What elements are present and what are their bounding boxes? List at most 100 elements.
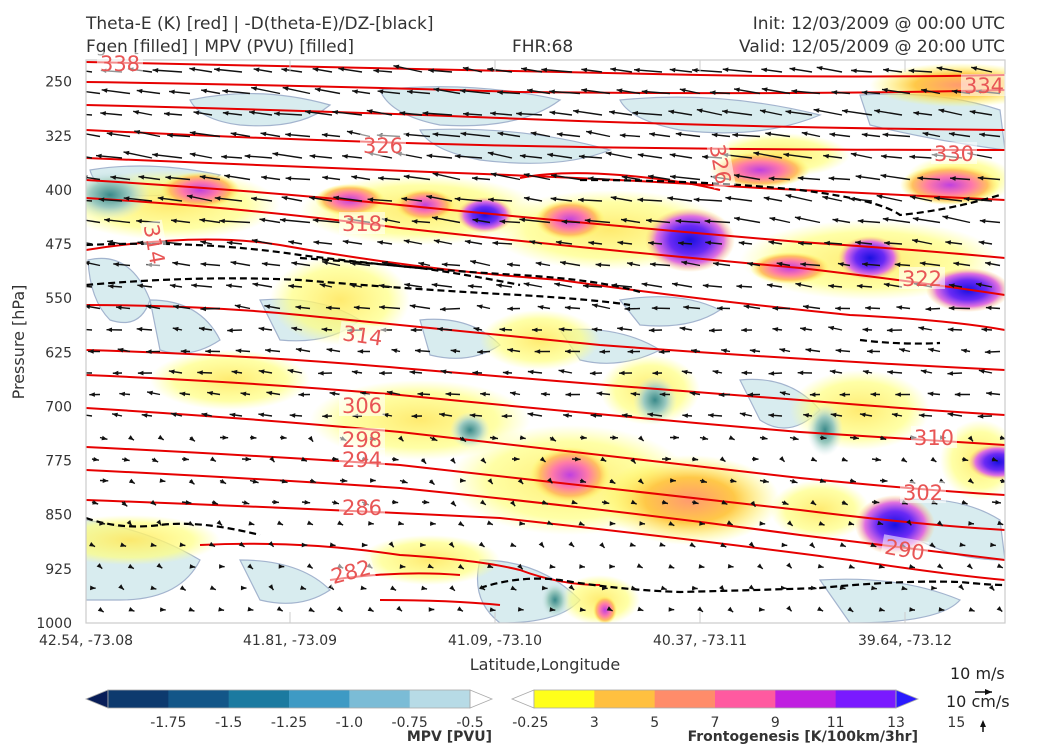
wind-vector-head [430, 521, 436, 526]
wind-vector-head [119, 391, 126, 397]
wind-vector-head [896, 305, 903, 310]
wind-vector-head [595, 262, 602, 268]
wind-vector-head [473, 327, 480, 332]
wind-vector-head [712, 369, 719, 375]
wind-vector-head [730, 478, 737, 483]
mpv-colorbar-title: MPV [PVU] [407, 729, 492, 745]
wind-vector-head [309, 153, 316, 159]
wind-vector-head [300, 456, 307, 462]
wind-vector-head [692, 500, 699, 505]
wind-vector-head [179, 542, 186, 547]
wind-vector-head [961, 499, 968, 505]
wind-vector-head [264, 304, 271, 309]
wind-vector-head [646, 218, 652, 224]
wind-vector-head [78, 412, 84, 417]
wind-vector-head [918, 326, 925, 331]
wind-vector-head [288, 283, 294, 289]
wind-vector-head [789, 66, 796, 72]
wind-vector-head [285, 176, 292, 181]
wind-vector-head [817, 606, 824, 612]
wind-vector-head [699, 521, 705, 526]
wind-vector-head [936, 66, 943, 71]
wind-vector-head [537, 305, 544, 310]
wind-vector-head [581, 435, 587, 440]
wind-vector-head [668, 563, 675, 569]
wind-vector-head [822, 195, 829, 201]
wind-vector-head [188, 478, 195, 485]
contour-label: 334 [964, 74, 1004, 98]
wind-vector-head [579, 564, 585, 569]
wind-vector-head [240, 391, 247, 397]
y-tick-label: 625 [45, 345, 72, 361]
wind-vector-head [722, 109, 728, 115]
colorbar-tick-label: -0.5 [456, 715, 483, 731]
wind-vector-head [281, 67, 288, 73]
wind-vector-head [534, 349, 541, 354]
wind-vector-head [377, 89, 384, 94]
wind-vector-head [141, 413, 148, 418]
wind-vector-head [718, 392, 725, 398]
wind-vector-head [278, 564, 285, 569]
wind-vector-head [189, 436, 195, 442]
wind-vector-head [882, 217, 889, 222]
wind-vector-head [668, 607, 675, 612]
wind-vector-head [489, 607, 496, 612]
wind-vector-head [679, 326, 686, 332]
wind-vector-head [780, 585, 787, 591]
wind-vector-head [398, 435, 404, 442]
wind-vector-head [96, 563, 103, 569]
contour-label: 294 [342, 448, 382, 472]
wind-vector-head [200, 306, 207, 312]
wind-vector-head [421, 585, 428, 591]
wind-vector-head [718, 585, 725, 591]
wind-vector-head [934, 195, 940, 201]
colorbar-tick-label: -1.25 [271, 715, 307, 731]
wind-vector-head [86, 260, 90, 266]
wind-vector-head [887, 369, 893, 375]
wind-vector-head [403, 239, 410, 244]
wind-vector-head [519, 435, 526, 440]
wind-vector-head [440, 369, 447, 375]
wind-vector-head [609, 110, 615, 115]
wind-vector-head [682, 413, 689, 419]
wind-vector-head [265, 348, 271, 353]
wind-vector-head [702, 283, 709, 289]
wind-vector-head [76, 89, 82, 94]
wind-vector-head [476, 304, 483, 310]
wind-vector-head [186, 194, 193, 200]
wind-vector-head [137, 240, 144, 246]
contour-label-bg [360, 134, 406, 156]
wind-vector-head [609, 564, 615, 569]
colorbar-swatch [409, 690, 471, 708]
wind-vector-head [639, 521, 646, 526]
wind-vector-head [691, 348, 697, 354]
wind-vector-head [499, 219, 506, 224]
wind-vector-head [88, 349, 94, 354]
wind-vector-head [310, 478, 317, 483]
y-tick-label: 1000 [36, 616, 72, 632]
wind-vector-head [73, 130, 79, 135]
wind-vector-head [637, 197, 644, 203]
wind-vector-head [786, 520, 793, 526]
wind-vector-head [619, 133, 626, 138]
x-tick-label: 40.37, -73.11 [653, 633, 747, 649]
wind-vector-head [304, 499, 311, 505]
wind-vector-head [527, 369, 534, 375]
contour-label-bg [911, 426, 957, 448]
wind-vector-head [258, 412, 265, 418]
wind-vector-head [322, 175, 329, 181]
wind-vector-head [531, 327, 538, 333]
wind-vector-head [197, 370, 203, 375]
wind-vector-head [765, 131, 772, 137]
y-tick-label: 400 [45, 183, 72, 199]
y-axis-label: Pressure [hPa] [9, 285, 28, 400]
y-tick-label: 550 [45, 291, 72, 307]
wind-vector [86, 113, 93, 116]
wind-vector-head [509, 391, 516, 396]
wind-vector-head [152, 68, 159, 73]
wind-vector-head [200, 261, 207, 267]
wind-vector-head [873, 499, 880, 505]
wind-vector-head [786, 562, 792, 569]
wind-vector-head [861, 132, 868, 138]
wind-vector-head [211, 500, 218, 505]
